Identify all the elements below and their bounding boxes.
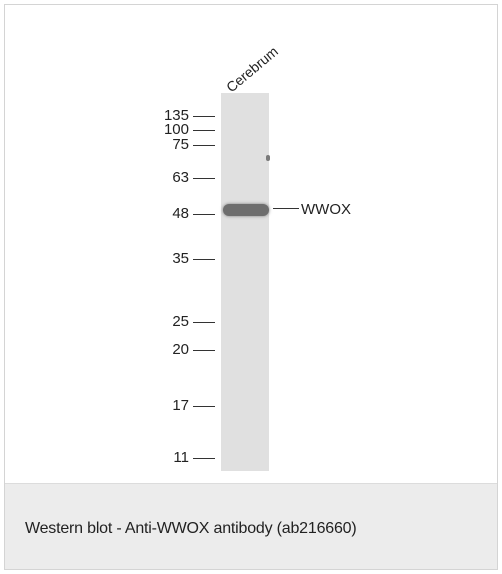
marker-label: 35 [172, 250, 189, 267]
marker-tick [193, 116, 215, 117]
marker-label: 100 [163, 121, 189, 138]
western-blot-figure: Cerebrum 135 100 75 63 48 35 25 [5, 5, 497, 483]
caption-bar: Western blot - Anti-WWOX antibody (ab216… [5, 483, 497, 569]
marker-17: 17 [125, 398, 215, 414]
marker-tick [193, 214, 215, 215]
marker-label: 135 [163, 107, 189, 124]
marker-48: 48 [125, 206, 215, 222]
marker-tick [193, 145, 215, 146]
marker-tick [193, 350, 215, 351]
marker-tick [193, 322, 215, 323]
marker-tick [193, 259, 215, 260]
target-label: WWOX [301, 201, 351, 218]
marker-label: 25 [172, 313, 189, 330]
image-caption: Western blot - Anti-WWOX antibody (ab216… [25, 520, 357, 537]
image-card: Cerebrum 135 100 75 63 48 35 25 [4, 4, 498, 570]
artifact-spot [266, 155, 270, 161]
marker-11: 11 [125, 450, 215, 466]
marker-tick [193, 406, 215, 407]
marker-75: 75 [125, 137, 215, 153]
marker-25: 25 [125, 314, 215, 330]
marker-label: 20 [172, 341, 189, 358]
marker-label: 48 [172, 205, 189, 222]
marker-label: 17 [172, 397, 189, 414]
marker-label: 75 [172, 136, 189, 153]
marker-35: 35 [125, 251, 215, 267]
marker-label: 63 [172, 169, 189, 186]
marker-135: 135 [125, 108, 215, 124]
marker-tick [193, 458, 215, 459]
target-pointer-line [273, 208, 299, 209]
marker-tick [193, 178, 215, 179]
gel-lane [221, 93, 269, 471]
marker-label: 11 [173, 449, 189, 466]
protein-band [223, 204, 269, 216]
marker-63: 63 [125, 170, 215, 186]
lane-label: Cerebrum [223, 42, 281, 96]
marker-tick [193, 130, 215, 131]
marker-20: 20 [125, 342, 215, 358]
marker-100: 100 [125, 122, 215, 138]
